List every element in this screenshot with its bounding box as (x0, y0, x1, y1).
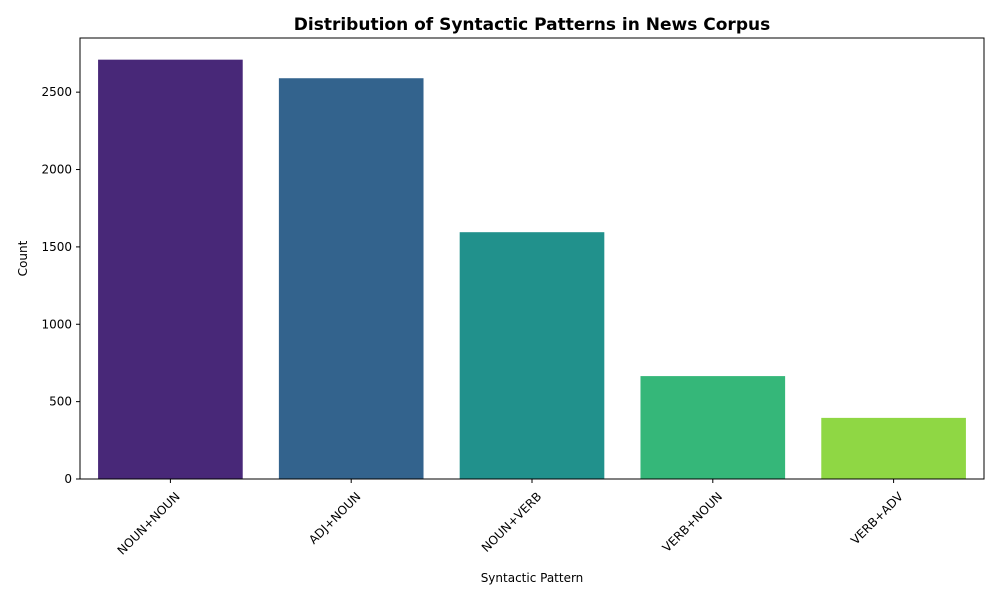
y-tick-label: 1500 (41, 240, 72, 254)
y-tick-label: 2500 (41, 85, 72, 99)
x-tick-label: ADJ+NOUN (306, 489, 363, 546)
x-tick-label: NOUN+VERB (479, 489, 544, 554)
y-tick-label: 500 (49, 395, 72, 409)
x-axis-label: Syntactic Pattern (481, 571, 584, 585)
bar-adj-noun (278, 78, 424, 480)
x-axis: NOUN+NOUN ADJ+NOUN NOUN+VERB VERB+NOUN VERB+… (115, 479, 906, 558)
x-tick-label: NOUN+NOUN (115, 489, 183, 557)
y-axis-label: Count (16, 240, 30, 276)
bar-noun-verb (459, 232, 605, 479)
bar-verb-noun (640, 376, 786, 479)
y-tick-label: 2000 (41, 163, 72, 177)
bars-group (98, 59, 966, 480)
y-axis: 0 500 1000 1500 2000 2500 (41, 85, 80, 486)
x-tick-label: VERB+ADV (848, 489, 906, 547)
y-tick-label: 0 (64, 472, 72, 486)
bar-noun-noun (98, 59, 243, 480)
bar-verb-adv (821, 417, 966, 479)
y-tick-label: 1000 (41, 317, 72, 331)
x-tick-label: VERB+NOUN (660, 489, 725, 554)
chart-title: Distribution of Syntactic Patterns in Ne… (294, 15, 770, 35)
